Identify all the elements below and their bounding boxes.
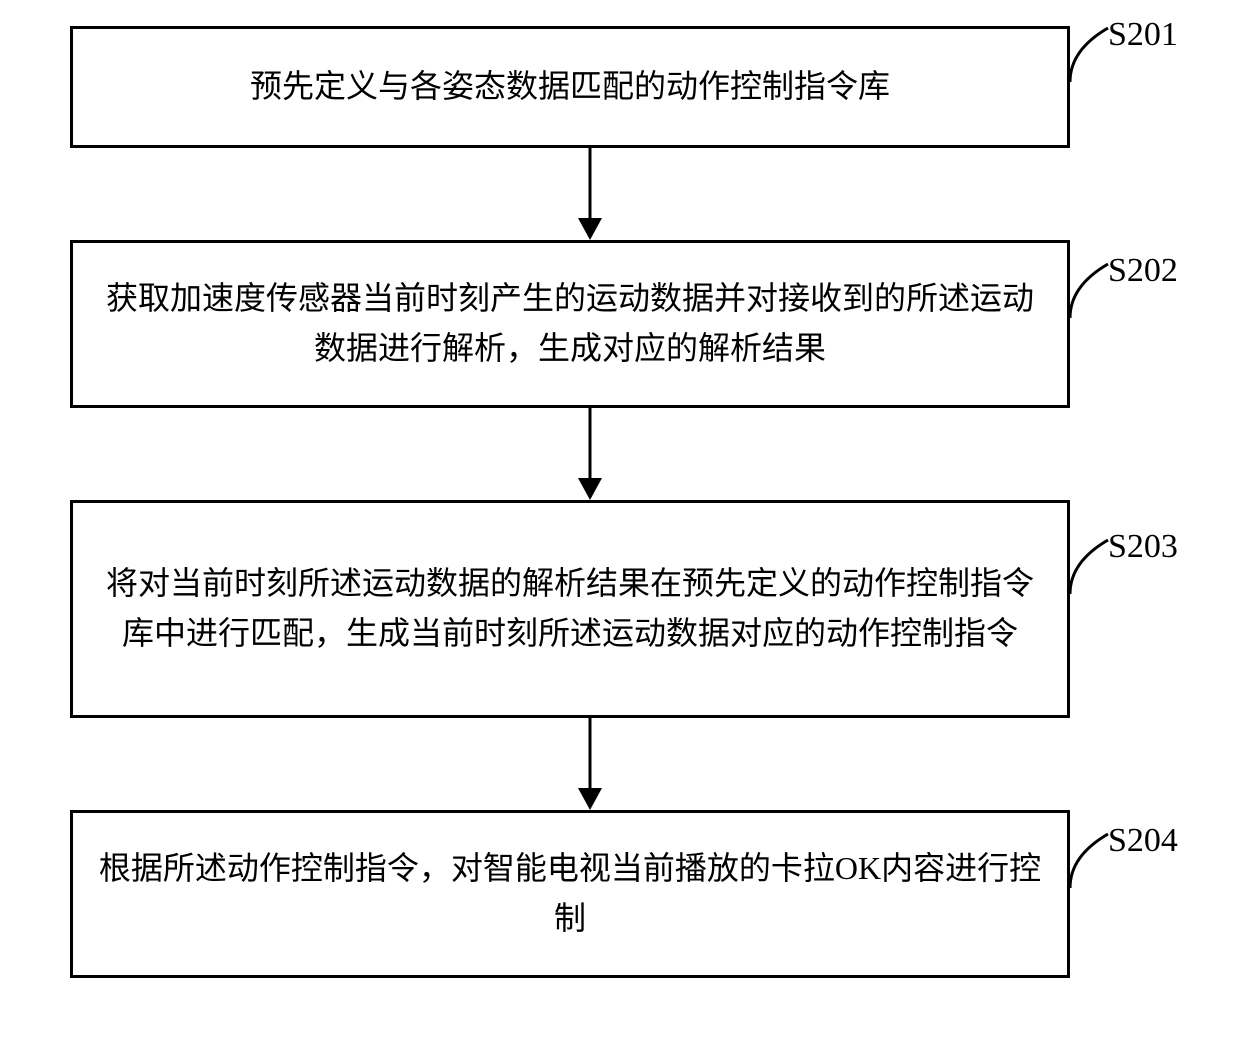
step-label-s202: S202 xyxy=(1108,252,1178,290)
bracket-s204 xyxy=(1068,828,1112,890)
step-box-s202: 获取加速度传感器当前时刻产生的运动数据并对接收到的所述运动数据进行解析，生成对应… xyxy=(70,240,1070,408)
step-label-s203: S203 xyxy=(1108,528,1178,566)
step-label-s204: S204 xyxy=(1108,822,1178,860)
step-text: 根据所述动作控制指令，对智能电视当前播放的卡拉OK内容进行控制 xyxy=(97,844,1043,943)
bracket-s202 xyxy=(1068,258,1112,320)
bracket-s201 xyxy=(1068,22,1112,84)
step-box-s204: 根据所述动作控制指令，对智能电视当前播放的卡拉OK内容进行控制 xyxy=(70,810,1070,978)
arrow-s202-s203 xyxy=(570,408,610,500)
step-box-s201: 预先定义与各姿态数据匹配的动作控制指令库 xyxy=(70,26,1070,148)
flowchart-container: 预先定义与各姿态数据匹配的动作控制指令库 S201 获取加速度传感器当前时刻产生… xyxy=(0,0,1240,1062)
step-text: 获取加速度传感器当前时刻产生的运动数据并对接收到的所述运动数据进行解析，生成对应… xyxy=(97,274,1043,373)
step-box-s203: 将对当前时刻所述运动数据的解析结果在预先定义的动作控制指令库中进行匹配，生成当前… xyxy=(70,500,1070,718)
step-text: 预先定义与各姿态数据匹配的动作控制指令库 xyxy=(250,62,890,112)
step-text: 将对当前时刻所述运动数据的解析结果在预先定义的动作控制指令库中进行匹配，生成当前… xyxy=(97,559,1043,658)
arrow-s203-s204 xyxy=(570,718,610,810)
step-label-s201: S201 xyxy=(1108,16,1178,54)
bracket-s203 xyxy=(1068,534,1112,596)
arrow-s201-s202 xyxy=(570,148,610,240)
